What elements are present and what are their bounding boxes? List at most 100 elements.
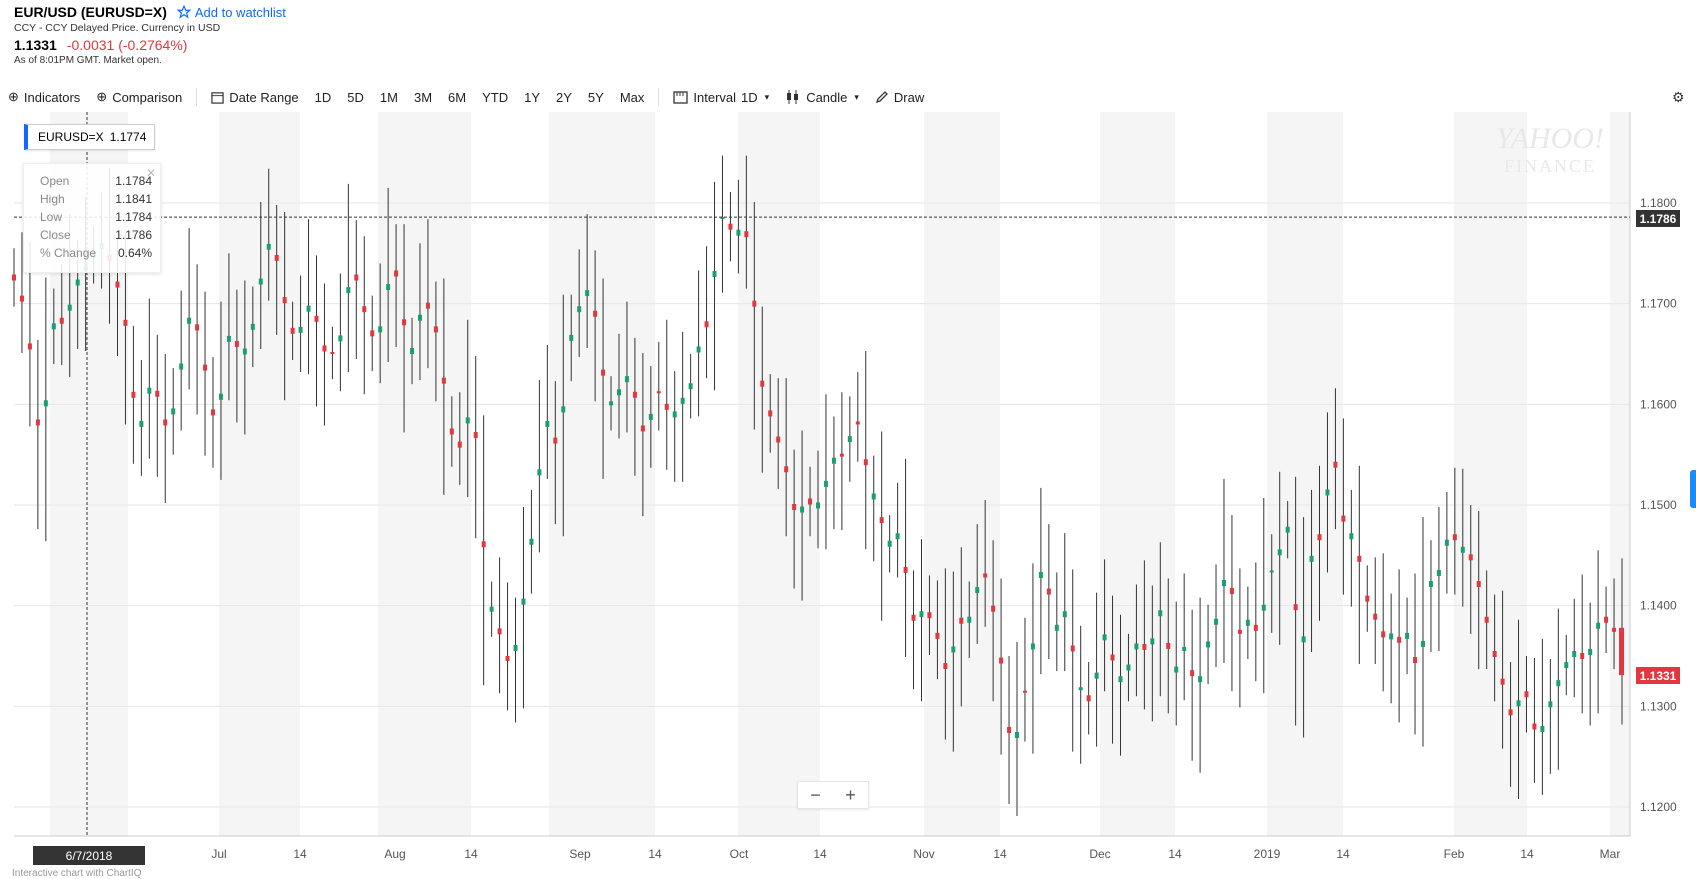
candle-body bbox=[441, 377, 446, 384]
candle-body bbox=[529, 538, 534, 545]
draw-button[interactable]: Draw bbox=[867, 90, 932, 105]
candle-body bbox=[776, 436, 781, 443]
candle-body bbox=[1062, 611, 1067, 618]
indicators-button[interactable]: ⊕ Indicators bbox=[0, 89, 88, 105]
side-panel-tab[interactable] bbox=[1690, 470, 1696, 508]
x-tick-label: 14 bbox=[1520, 847, 1534, 861]
tooltip-row-open: Open 1.1784 bbox=[40, 174, 152, 188]
candle-body bbox=[322, 345, 327, 352]
candle-body bbox=[624, 376, 629, 383]
candle-body bbox=[561, 406, 566, 413]
candle-body bbox=[792, 504, 797, 511]
interval-icon bbox=[673, 90, 689, 104]
add-to-watchlist-button[interactable]: Add to watchlist bbox=[176, 5, 286, 20]
month-band bbox=[1610, 112, 1630, 836]
zoom-in-button[interactable]: + bbox=[845, 784, 856, 805]
candle-body bbox=[425, 302, 430, 309]
candle-body bbox=[115, 281, 120, 288]
month-band bbox=[1267, 112, 1343, 836]
candle-body bbox=[609, 401, 614, 406]
candle-body bbox=[768, 410, 773, 417]
candle-body bbox=[354, 274, 359, 281]
x-tick-label: 14 bbox=[464, 847, 478, 861]
candle-body bbox=[1086, 695, 1091, 702]
candle-body bbox=[1428, 581, 1433, 588]
zoom-out-button[interactable]: − bbox=[810, 784, 821, 805]
x-tick-label: Oct bbox=[730, 847, 749, 861]
chart-type-dropdown[interactable]: Candle ▾ bbox=[777, 90, 867, 105]
candle-body bbox=[1174, 666, 1179, 673]
candle-body bbox=[1237, 629, 1242, 634]
range-1y[interactable]: 1Y bbox=[524, 89, 541, 105]
candle-body bbox=[1285, 526, 1290, 533]
candle-body bbox=[1460, 546, 1465, 553]
candle-body bbox=[808, 498, 813, 505]
comparison-label: Comparison bbox=[112, 89, 183, 105]
candle-body bbox=[314, 315, 319, 322]
x-tick-label: Feb bbox=[1444, 847, 1465, 861]
x-tick-label: 14 bbox=[293, 847, 307, 861]
comparison-button[interactable]: ⊕ Comparison bbox=[88, 89, 190, 105]
candle-body bbox=[1293, 604, 1298, 611]
x-tick-label: 14 bbox=[993, 847, 1007, 861]
candle-body bbox=[330, 351, 335, 354]
candle-body bbox=[1405, 632, 1410, 639]
range-ytd[interactable]: YTD bbox=[482, 89, 509, 105]
candle-body bbox=[1007, 726, 1012, 733]
range-1d[interactable]: 1D bbox=[314, 89, 332, 105]
candle-body bbox=[1229, 588, 1234, 595]
candle-body bbox=[1094, 672, 1099, 679]
candle-body bbox=[481, 541, 486, 548]
month-band bbox=[549, 112, 655, 836]
range-1m[interactable]: 1M bbox=[379, 89, 398, 105]
x-tick-label: Dec bbox=[1089, 847, 1110, 861]
interval-dropdown[interactable]: Interval 1D ▾ bbox=[665, 90, 777, 105]
range-5d[interactable]: 5D bbox=[347, 89, 364, 105]
chart-type-label: Candle bbox=[806, 89, 848, 105]
candle-body bbox=[155, 390, 160, 397]
candle-body bbox=[1444, 539, 1449, 546]
date-range-button[interactable]: Date Range bbox=[203, 90, 306, 105]
candle-body bbox=[951, 646, 956, 653]
candle-body bbox=[402, 319, 407, 326]
plus-circle-icon: ⊕ bbox=[96, 89, 108, 104]
candle-body bbox=[1604, 616, 1609, 623]
range-6m[interactable]: 6M bbox=[448, 89, 467, 105]
candle-body bbox=[784, 466, 789, 473]
candle-body bbox=[35, 419, 40, 426]
candle-body bbox=[744, 231, 749, 238]
candle-body bbox=[1524, 691, 1529, 698]
candle-body bbox=[895, 533, 900, 540]
range-3m[interactable]: 3M bbox=[413, 89, 433, 105]
candle-body bbox=[593, 310, 598, 317]
range-5y[interactable]: 5Y bbox=[587, 89, 604, 105]
candle-body bbox=[163, 419, 168, 426]
x-tick-label: Nov bbox=[913, 847, 934, 861]
candle-body bbox=[688, 383, 693, 390]
candle-body bbox=[195, 324, 200, 331]
candle-body bbox=[664, 403, 669, 410]
price-chart[interactable]: 1.1800 1.1700 1.1600 1.1500 1.1400 1.1300 1.12… bbox=[0, 110, 1696, 876]
interval-label: Interval bbox=[693, 89, 737, 105]
candlestick-chart[interactable]: 1.1800 1.1700 1.1600 1.1500 1.1400 1.1300 1.12… bbox=[0, 110, 1696, 876]
series-legend[interactable]: EURUSD=X 1.1774 bbox=[24, 124, 156, 150]
candle-body bbox=[226, 335, 231, 342]
range-2y[interactable]: 2Y bbox=[556, 89, 572, 105]
candle-body bbox=[1142, 643, 1147, 650]
candle-body bbox=[67, 304, 72, 311]
candle-body bbox=[935, 632, 940, 639]
candle-body bbox=[1381, 631, 1386, 638]
gear-icon[interactable]: ⚙ bbox=[1672, 89, 1685, 105]
candle-body bbox=[569, 334, 574, 341]
candle-body bbox=[1277, 549, 1282, 556]
y-tick-label: 1.1300 bbox=[1640, 699, 1677, 713]
candle-body bbox=[1492, 650, 1497, 657]
candle-body bbox=[370, 330, 375, 337]
toolbar-divider bbox=[196, 88, 198, 106]
legend-value: 1.1774 bbox=[109, 130, 147, 144]
range-max[interactable]: Max bbox=[619, 89, 645, 105]
x-tick-label: 14 bbox=[1168, 847, 1182, 861]
close-icon[interactable]: ✕ bbox=[145, 166, 156, 180]
candle-body bbox=[1556, 680, 1561, 687]
candle-body bbox=[1118, 676, 1123, 683]
